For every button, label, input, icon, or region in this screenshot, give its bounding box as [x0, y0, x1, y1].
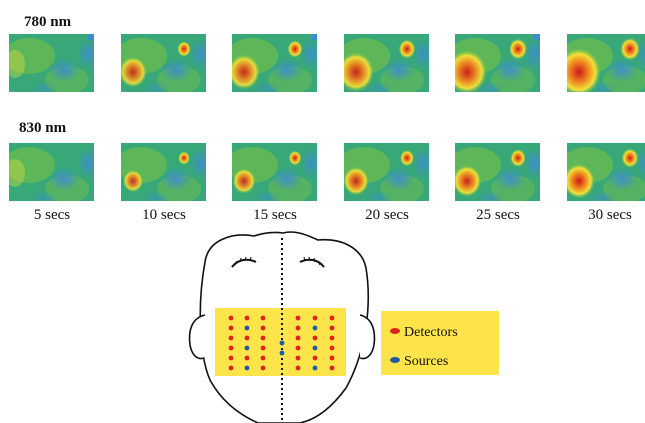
- activation-map-tile: [232, 143, 317, 201]
- time-label: 25 secs: [476, 207, 520, 223]
- detector-dot: [244, 355, 250, 361]
- right-ear: [359, 314, 376, 360]
- activation-map-tile: [567, 143, 645, 201]
- detector-dot: [295, 365, 301, 371]
- detectors-label: Detectors: [404, 325, 458, 340]
- activation-map-tile: [455, 34, 540, 92]
- detector-dot: [260, 355, 266, 361]
- activation-map-tile: [567, 34, 645, 92]
- detector-dot: [329, 365, 335, 371]
- detector-dot: [312, 355, 318, 361]
- detector-dot: [329, 325, 335, 331]
- source-dot: [312, 365, 318, 371]
- time-label: 30 secs: [588, 207, 632, 223]
- detector-dot: [329, 345, 335, 351]
- source-dot: [279, 350, 285, 356]
- source-dot: [279, 340, 285, 346]
- activation-map-tile: [344, 34, 429, 92]
- row-label-780: 780 nm: [24, 14, 72, 30]
- detector-dot: [295, 345, 301, 351]
- activation-map-tile: [344, 143, 429, 201]
- detector-dot: [295, 355, 301, 361]
- detector-dot: [260, 345, 266, 351]
- activation-map-tile: [455, 143, 540, 201]
- detector-dot: [260, 325, 266, 331]
- detector-dot: [295, 315, 301, 321]
- time-label: 5 secs: [33, 207, 71, 223]
- detector-dot: [260, 315, 266, 321]
- activation-map-tile: [232, 34, 317, 92]
- source-dot: [312, 345, 318, 351]
- source-dot: [244, 345, 250, 351]
- detector-dot: [228, 365, 234, 371]
- detector-dot: [312, 315, 318, 321]
- source-dot: [312, 325, 318, 331]
- source-dot: [244, 325, 250, 331]
- detector-dot: [228, 345, 234, 351]
- right-brow: [299, 258, 325, 268]
- detector-legend-dot: [390, 328, 400, 334]
- detector-dot: [228, 325, 234, 331]
- left-brow: [231, 258, 257, 268]
- activation-map-tile: [9, 34, 94, 92]
- detector-dot: [329, 355, 335, 361]
- activation-map-tile: [9, 143, 94, 201]
- time-label: 15 secs: [253, 207, 297, 223]
- detector-dot: [329, 335, 335, 341]
- detector-dot: [260, 365, 266, 371]
- detector-dot: [228, 315, 234, 321]
- detector-dot: [295, 325, 301, 331]
- source-legend-dot: [390, 357, 400, 363]
- detector-dot: [295, 335, 301, 341]
- legend-box: [381, 311, 499, 375]
- detector-dot: [228, 335, 234, 341]
- detector-dot: [312, 335, 318, 341]
- detector-dot: [329, 315, 335, 321]
- detector-dot: [244, 315, 250, 321]
- activation-map-tile: [121, 143, 206, 201]
- detector-dot: [260, 335, 266, 341]
- time-label: 20 secs: [365, 207, 409, 223]
- left-ear: [188, 314, 206, 360]
- source-dot: [244, 365, 250, 371]
- time-label: 10 secs: [142, 207, 186, 223]
- detector-dot: [228, 355, 234, 361]
- row-label-830: 830 nm: [19, 120, 67, 136]
- detector-dot: [244, 335, 250, 341]
- sources-label: Sources: [404, 354, 448, 369]
- activation-map-tile: [121, 34, 206, 92]
